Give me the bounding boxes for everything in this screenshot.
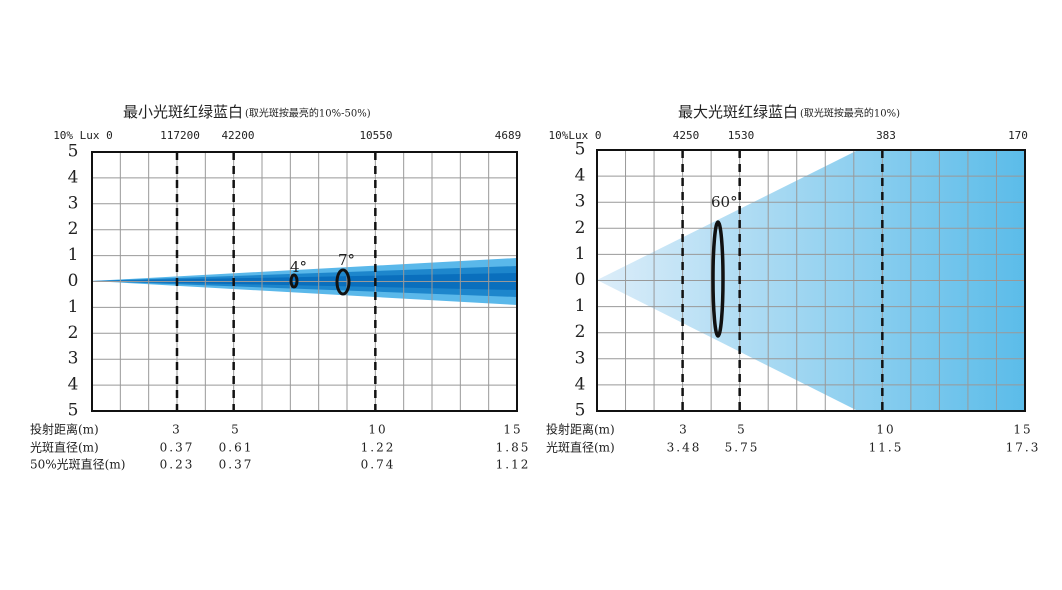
row-value: 10 xyxy=(876,423,895,437)
row-value: 1.85 xyxy=(496,441,531,455)
y-label: 4 xyxy=(575,374,586,394)
y-label: 2 xyxy=(575,322,586,342)
row-label: 50%光斑直径(m) xyxy=(30,458,125,472)
y-label: 3 xyxy=(575,192,586,212)
row-value: 0.61 xyxy=(219,441,254,455)
plot-frame xyxy=(91,151,518,412)
row-value: 5.75 xyxy=(725,441,760,455)
panel-subtitle: (取光斑按最亮的10%-50%) xyxy=(245,107,371,120)
lux-label: 1530 xyxy=(728,129,755,142)
y-label: 2 xyxy=(68,323,79,343)
y-label: 2 xyxy=(68,219,79,239)
panel-title: 最小光斑红绿蓝白 xyxy=(123,103,243,121)
row-value: 5 xyxy=(737,423,747,437)
row-value: 17.3 xyxy=(1006,441,1041,455)
y-label: 3 xyxy=(68,193,79,213)
row-value: 15 xyxy=(1013,423,1032,437)
y-label: 2 xyxy=(575,218,586,238)
angle-label: 4° xyxy=(290,258,307,276)
y-label: 3 xyxy=(575,348,586,368)
y-label: 5 xyxy=(68,142,79,162)
row-value: 10 xyxy=(368,423,387,437)
row-value: 15 xyxy=(503,423,522,437)
row-value: 0.37 xyxy=(219,458,254,472)
row-value: 5 xyxy=(231,423,241,437)
y-label: 5 xyxy=(575,140,586,160)
row-value: 0.23 xyxy=(160,458,195,472)
y-label: 1 xyxy=(68,297,79,317)
lux-label: 10%Lux 0 xyxy=(549,129,602,142)
panel-title: 最大光斑红绿蓝白 xyxy=(678,103,798,121)
row-label: 光斑直径(m) xyxy=(546,441,615,455)
plot-frame xyxy=(596,149,1026,412)
row-value: 0.37 xyxy=(160,441,195,455)
row-value: 1.12 xyxy=(496,458,531,472)
row-value: 0.74 xyxy=(361,458,396,472)
lux-label: 4689 xyxy=(495,129,522,142)
lux-label: 4250 xyxy=(673,129,700,142)
grid xyxy=(91,149,1026,412)
lux-label: 383 xyxy=(876,129,896,142)
y-label: 4 xyxy=(68,375,79,395)
spot-ellipses xyxy=(289,220,725,338)
y-label: 0 xyxy=(68,271,79,291)
panel-subtitle: (取光斑按最亮的10%) xyxy=(800,107,900,120)
y-label: 1 xyxy=(575,296,586,316)
row-value: 3 xyxy=(679,423,689,437)
lux-label: 117200 xyxy=(160,129,200,142)
row-label: 投射距离(m) xyxy=(546,422,615,437)
lux-label: 170 xyxy=(1008,129,1028,142)
row-value: 3.48 xyxy=(667,441,702,455)
y-label: 4 xyxy=(575,166,586,186)
y-label: 5 xyxy=(68,401,79,421)
y-label: 1 xyxy=(575,244,586,264)
lux-label: 10% Lux 0 xyxy=(53,129,113,142)
row-value: 1.22 xyxy=(361,441,396,455)
angle-label: 60° xyxy=(711,193,738,211)
row-label: 光斑直径(m) xyxy=(30,441,99,455)
y-label: 5 xyxy=(575,401,586,421)
row-value: 11.5 xyxy=(869,441,904,455)
row-value: 3 xyxy=(172,423,182,437)
lux-label: 10550 xyxy=(359,129,392,142)
angle-label: 7° xyxy=(338,251,355,269)
y-label: 3 xyxy=(68,349,79,369)
y-label: 1 xyxy=(68,245,79,265)
lux-label: 42200 xyxy=(221,129,254,142)
y-label: 4 xyxy=(68,167,79,187)
y-label: 0 xyxy=(575,270,586,290)
row-label: 投射距离(m) xyxy=(30,422,99,437)
